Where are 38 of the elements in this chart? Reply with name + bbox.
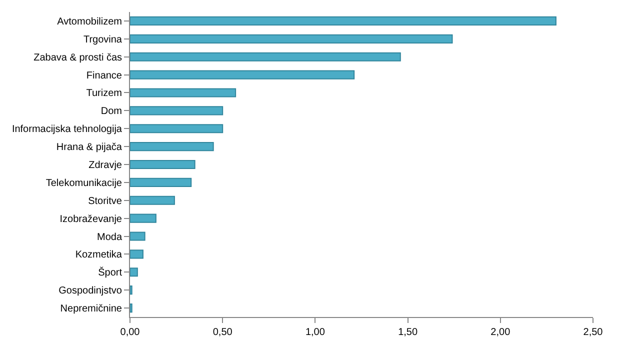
y-tick-label: Informacijska tehnologija	[12, 124, 122, 136]
bar	[130, 196, 175, 205]
bar	[130, 70, 355, 80]
bar	[130, 160, 196, 170]
y-tick-label: Šport	[98, 266, 122, 279]
bar	[130, 34, 453, 44]
bar	[130, 178, 192, 187]
x-tick-label: 2,00	[490, 327, 511, 338]
bar	[130, 214, 156, 223]
y-tick-label: Moda	[96, 232, 122, 243]
y-tick-label: Finance	[86, 70, 122, 82]
x-tick-label: 0,50	[212, 327, 233, 338]
y-tick-label: Avtomobilizem	[57, 16, 122, 28]
bar	[130, 268, 138, 277]
y-tick-label: Kozmetika	[75, 250, 122, 261]
y-tick-label: Telekomunikacije	[46, 178, 122, 189]
bar	[130, 232, 146, 241]
x-tick-label: 0,00	[120, 327, 140, 338]
y-tick-label: Turizem	[86, 88, 122, 100]
y-tick-label: Hrana & pijača	[56, 142, 122, 154]
y-tick-label: Zabava & prosti čas	[34, 52, 122, 64]
y-tick-label: Trgovina	[83, 34, 122, 46]
bar	[130, 124, 224, 134]
bar	[130, 88, 236, 98]
bar	[130, 106, 224, 116]
x-tick-label: 1,50	[398, 327, 418, 338]
x-tick-label: 2,50	[583, 327, 604, 338]
x-tick-label: 1,00	[305, 327, 326, 338]
bar	[130, 52, 401, 62]
bar	[130, 142, 214, 152]
bar	[130, 16, 556, 26]
bar	[130, 250, 144, 259]
y-tick-label: Storitve	[88, 196, 122, 207]
y-tick-label: Nepremičnine	[60, 304, 122, 315]
y-tick-label: Dom	[100, 106, 122, 118]
y-tick-label: Gospodinjstvo	[58, 286, 122, 297]
y-tick-label: Izobraževanje	[60, 214, 122, 225]
y-tick-label: Zdravje	[88, 160, 122, 171]
